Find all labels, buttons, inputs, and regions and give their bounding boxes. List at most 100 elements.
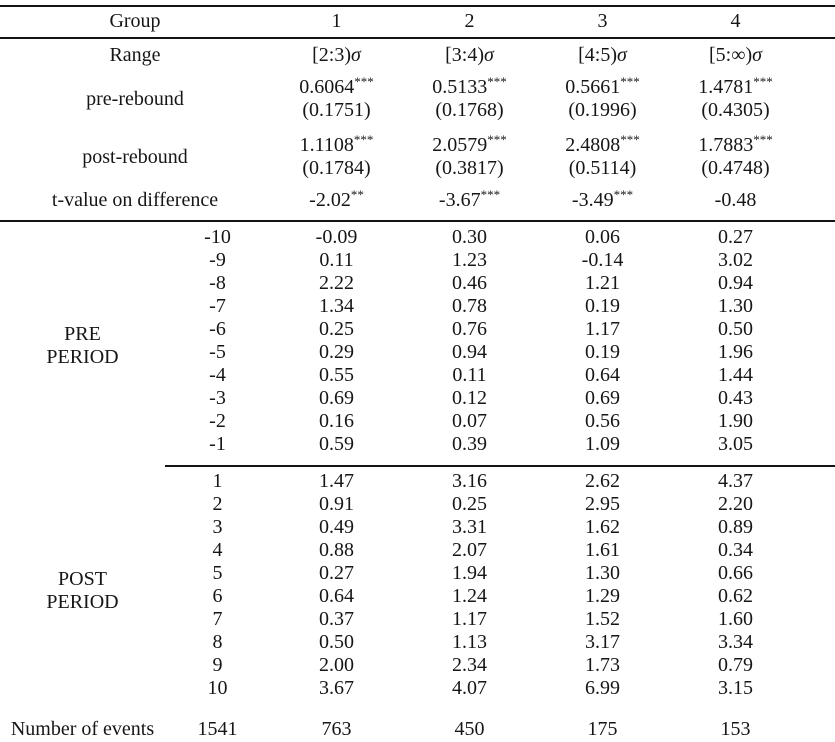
- event-time: 4: [212, 539, 223, 561]
- event-time: 10: [207, 677, 228, 699]
- group-header-label: Group: [0, 6, 271, 39]
- cell-value: 0.55: [319, 364, 355, 386]
- pre-period-label: PRE PERIOD: [46, 323, 119, 368]
- post-period-section: POST PERIOD 1 1.47 3.16 2.62 4.37 2 0.91…: [0, 466, 835, 712]
- spacer-cell: [802, 122, 835, 180]
- table-row: 6 0.64 1.24 1.29 0.62: [0, 585, 835, 608]
- event-time: 5: [212, 562, 223, 584]
- events-count: 763: [321, 718, 352, 740]
- table-row: 5 0.27 1.94 1.30 0.66: [0, 562, 835, 585]
- cell-value: 1.62: [585, 516, 621, 538]
- events-count: 153: [720, 718, 751, 740]
- sigma-symbol: σ: [752, 44, 763, 66]
- table-row: -5 0.29 0.94 0.19 1.96: [0, 341, 835, 364]
- cell-value: 0.91: [319, 493, 355, 515]
- table-row: -2 0.16 0.07 0.56 1.90: [0, 410, 835, 433]
- post-rebound-label: post-rebound: [82, 145, 188, 168]
- cell-value: 0.16: [319, 410, 355, 432]
- t-value-cell: -3.49***: [536, 180, 670, 222]
- table-row: 3 0.49 3.31 1.62 0.89: [0, 516, 835, 539]
- spacer-cell: [802, 493, 835, 516]
- cell-value: 3.05: [669, 433, 803, 467]
- cell-value: 0.30: [452, 226, 488, 248]
- cell-value: 4.37: [718, 470, 754, 492]
- t-value-row: t-value on difference -2.02** -3.67*** -…: [0, 180, 835, 222]
- estimate-cell: 0.6064*** (0.1751): [270, 69, 403, 122]
- cell-value: 0.06: [585, 226, 621, 248]
- cell-value: 3.15: [718, 677, 754, 699]
- group-header-section: Group 1 2 3 4: [0, 6, 835, 39]
- cell-value: 4.07: [452, 677, 488, 699]
- significance-stars: ***: [354, 74, 374, 89]
- table-row: 4 0.88 2.07 1.61 0.34: [0, 539, 835, 562]
- significance-stars: ***: [480, 187, 501, 202]
- cell-value: 0.94: [452, 341, 488, 363]
- cell-value: 6.99: [585, 677, 621, 699]
- cell-value: 1.61: [585, 539, 621, 561]
- estimate-cell: 1.7883*** (0.4748): [669, 122, 802, 180]
- cell-value: 1.90: [718, 410, 754, 432]
- standard-error: (0.5114): [568, 157, 637, 179]
- pre-rebound-row: pre-rebound 0.6064*** (0.1751) 0.5133***…: [0, 69, 835, 122]
- significance-stars: ***: [620, 132, 640, 147]
- cell-value: 1.09: [536, 433, 670, 467]
- spacer-cell: [802, 221, 835, 249]
- estimate-cell: 0.5661*** (0.1996): [536, 69, 669, 122]
- cell-value: 0.19: [585, 341, 621, 363]
- cell-value: 0.49: [319, 516, 355, 538]
- table-row: 8 0.50 1.13 3.17 3.34: [0, 631, 835, 654]
- t-value-cell: -3.67***: [403, 180, 537, 222]
- group-number: 1: [270, 6, 404, 39]
- cell-value: 0.56: [585, 410, 621, 432]
- spacer-cell: [802, 585, 835, 608]
- table-row: 9 2.00 2.34 1.73 0.79: [0, 654, 835, 677]
- estimate-cell: 0.5133*** (0.1768): [403, 69, 536, 122]
- cell-value: 1.30: [718, 295, 754, 317]
- event-time: 2: [212, 493, 223, 515]
- cell-value: 0.34: [718, 539, 754, 561]
- cell-value: 2.00: [319, 654, 355, 676]
- cell-value: 2.22: [319, 272, 355, 294]
- cell-value: 0.07: [452, 410, 488, 432]
- cell-value: 1.96: [718, 341, 754, 363]
- significance-stars: ***: [487, 132, 507, 147]
- event-time: -3: [209, 387, 226, 409]
- spacer-cell: [802, 341, 835, 364]
- estimate-cell: 2.0579*** (0.3817): [403, 122, 536, 180]
- summary-section: Range [2:3)σ [3:4)σ [4:5)σ [5:∞)σ pre-re…: [0, 38, 835, 222]
- cell-value: 3.16: [452, 470, 488, 492]
- cell-value: 2.95: [585, 493, 621, 515]
- cell-value: -0.09: [315, 226, 358, 248]
- event-time: -5: [209, 341, 226, 363]
- range-row: Range [2:3)σ [3:4)σ [4:5)σ [5:∞)σ: [0, 38, 835, 69]
- cell-value: 1.73: [585, 654, 621, 676]
- cell-value: 1.44: [718, 364, 754, 386]
- standard-error: (0.1996): [568, 99, 637, 121]
- cell-value: 0.76: [452, 318, 488, 340]
- pre-rebound-label: pre-rebound: [86, 87, 184, 110]
- cell-value: 1.94: [452, 562, 488, 584]
- spacer-cell: [802, 712, 835, 742]
- spacer-cell: [802, 38, 835, 69]
- group-number: 4: [669, 6, 803, 39]
- cell-value: 0.94: [718, 272, 754, 294]
- cell-value: 0.11: [452, 364, 487, 386]
- spacer-cell: [802, 631, 835, 654]
- event-time: -1: [165, 433, 271, 467]
- table-row: -3 0.69 0.12 0.69 0.43: [0, 387, 835, 410]
- cell-value: 0.64: [319, 585, 355, 607]
- table-row: -8 2.22 0.46 1.21 0.94: [0, 272, 835, 295]
- number-of-events-row: Number of events 1541 763 450 175 153: [0, 712, 835, 742]
- significance-stars: ***: [487, 74, 507, 89]
- event-time: 7: [212, 608, 223, 630]
- event-time: -10: [204, 226, 231, 248]
- cell-value: 0.69: [585, 387, 621, 409]
- standard-error: (0.1784): [302, 157, 371, 179]
- post-period-label: POST PERIOD: [46, 567, 119, 613]
- spacer-cell: [802, 69, 835, 122]
- footer-section: Number of events 1541 763 450 175 153: [0, 712, 835, 742]
- significance-stars: **: [350, 187, 364, 202]
- events-count: 450: [454, 718, 485, 740]
- cell-value: 1.13: [452, 631, 488, 653]
